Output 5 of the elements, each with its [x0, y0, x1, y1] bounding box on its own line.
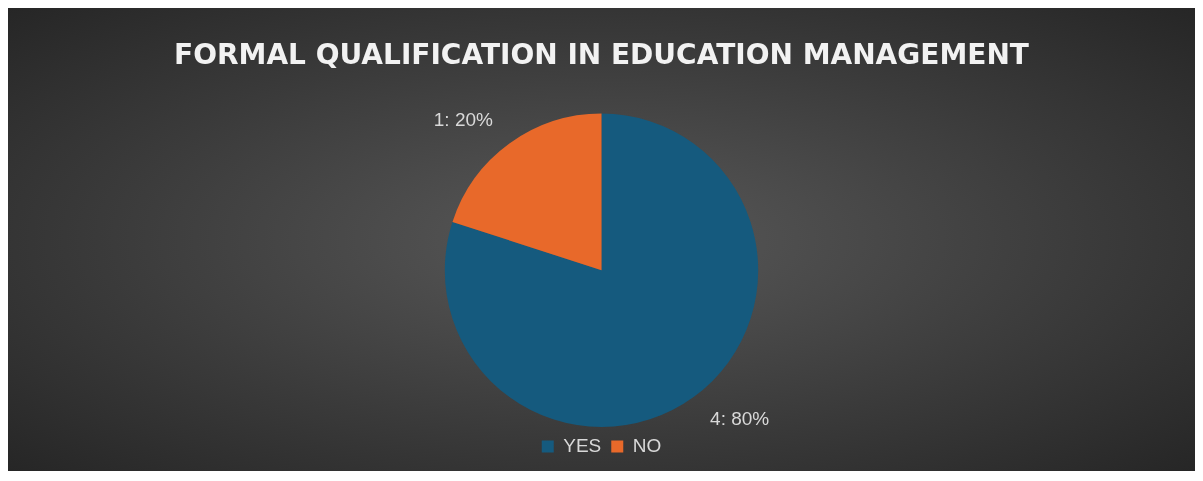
legend-label: YES: [563, 434, 602, 456]
chart-title: FORMAL QUALIFICATION IN EDUCATION MANAGEMENT: [174, 38, 1029, 72]
legend-label: NO: [632, 434, 662, 456]
data-label: 1: 20%: [433, 109, 494, 131]
data-label: 4: 80%: [710, 407, 770, 429]
